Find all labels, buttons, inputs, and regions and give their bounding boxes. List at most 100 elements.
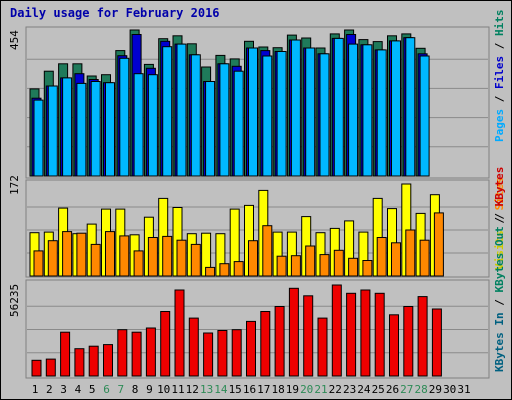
pages-bar <box>147 74 158 177</box>
sites-bar <box>33 250 44 277</box>
legend-item: Pages <box>493 109 506 142</box>
day-label: 1 <box>32 383 39 396</box>
kbytes-bar <box>403 306 414 377</box>
day-label: 18 <box>271 383 284 396</box>
day-label: 3 <box>60 383 67 396</box>
day-label: 14 <box>214 383 228 396</box>
kbytes-bar <box>246 320 256 377</box>
day-label: 16 <box>243 383 256 396</box>
kbytes-bar <box>288 287 299 377</box>
legend-item: Sites <box>493 177 506 210</box>
sites-bar <box>305 245 316 277</box>
pages-bar <box>33 99 44 177</box>
kbytes-bar <box>317 317 328 377</box>
sites-bar <box>119 235 130 277</box>
kbytes-bar <box>331 284 342 377</box>
day-label: 31 <box>457 383 470 396</box>
hits-max-label: 454 <box>8 30 21 50</box>
visits-legend: Visits / Sites <box>493 177 506 270</box>
sites-bar <box>190 243 201 277</box>
kbytes-legend: KBytes In / KBytes Out / KBytes <box>493 167 506 372</box>
legend-item: / <box>493 89 506 109</box>
day-label: 24 <box>357 383 371 396</box>
day-label: 25 <box>372 383 385 396</box>
day-label: 26 <box>386 383 399 396</box>
day-label: 4 <box>75 383 82 396</box>
kbytes-bar <box>231 329 242 377</box>
day-label: 5 <box>89 383 96 396</box>
day-label: 20 <box>300 383 313 396</box>
day-label: 15 <box>229 383 242 396</box>
day-label: 29 <box>429 383 442 396</box>
pages-bar <box>47 85 58 177</box>
kbytes-bar <box>131 331 142 377</box>
pages-bar <box>133 73 144 177</box>
day-label: 28 <box>414 383 427 396</box>
legend-item: Files <box>493 56 506 89</box>
sites-bar <box>147 237 158 277</box>
kbytes-bar <box>45 358 56 377</box>
legend-item: KBytes In <box>493 312 506 372</box>
pages-bar <box>405 37 416 177</box>
sites-bar <box>391 242 401 277</box>
pages-bar <box>305 47 316 177</box>
kbytes-bar <box>217 330 228 377</box>
pages-bar <box>205 81 216 177</box>
pages-bar <box>162 46 173 177</box>
pages-bar <box>190 54 201 177</box>
pages-bar <box>62 77 73 177</box>
sites-bar <box>362 260 373 277</box>
day-label: 12 <box>186 383 199 396</box>
visits-max-label: 172 <box>8 175 21 195</box>
pages-bar <box>419 55 430 177</box>
sites-bar <box>133 250 144 277</box>
legend-item: / <box>493 210 506 230</box>
legend-item: Hits <box>493 10 506 37</box>
pages-bar <box>348 43 359 177</box>
legend-item: Visits <box>493 230 506 270</box>
sites-bar <box>276 255 287 277</box>
pages-bar <box>176 43 187 177</box>
kbytes-bar <box>260 311 271 377</box>
sites-bar <box>76 232 87 277</box>
day-label: 27 <box>400 383 413 396</box>
day-label: 10 <box>157 383 170 396</box>
sites-bar <box>376 237 387 277</box>
sites-bar <box>47 240 58 277</box>
kbytes-bar <box>31 359 42 377</box>
day-label: 19 <box>286 383 299 396</box>
day-label: 2 <box>46 383 53 396</box>
sites-bar <box>333 249 344 277</box>
pages-bar <box>290 39 301 177</box>
kbytes-bar <box>417 296 428 377</box>
day-label: 13 <box>200 383 213 396</box>
kbytes-bar <box>374 292 385 377</box>
kbytes-max-label: 56235 <box>8 284 21 317</box>
day-label: 22 <box>329 383 342 396</box>
pages-bar <box>119 57 130 177</box>
kbytes-bar <box>88 345 99 377</box>
pages-bar <box>105 82 115 177</box>
pages-bar <box>333 37 344 177</box>
legend-item: / <box>493 293 506 313</box>
sites-bar <box>319 254 330 277</box>
sites-bar <box>248 240 258 277</box>
sites-bar <box>162 235 173 277</box>
pages-bar <box>362 44 373 177</box>
pages-bar <box>233 70 244 177</box>
day-label: 6 <box>103 383 110 396</box>
sites-bar <box>419 239 430 277</box>
pages-bar <box>90 81 101 177</box>
day-label: 8 <box>132 383 139 396</box>
kbytes-bar <box>303 295 314 377</box>
kbytes-bar <box>145 327 156 377</box>
kbytes-bar <box>74 348 85 377</box>
legend-item: KBytes <box>493 167 506 207</box>
legend-item: / <box>493 206 506 226</box>
sites-bar <box>219 263 230 277</box>
sites-bar <box>290 255 301 277</box>
hits-legend: Pages / Files / Hits <box>493 10 506 143</box>
pages-bar <box>248 47 258 177</box>
day-label: 7 <box>117 383 124 396</box>
legend-item: / <box>493 36 506 56</box>
